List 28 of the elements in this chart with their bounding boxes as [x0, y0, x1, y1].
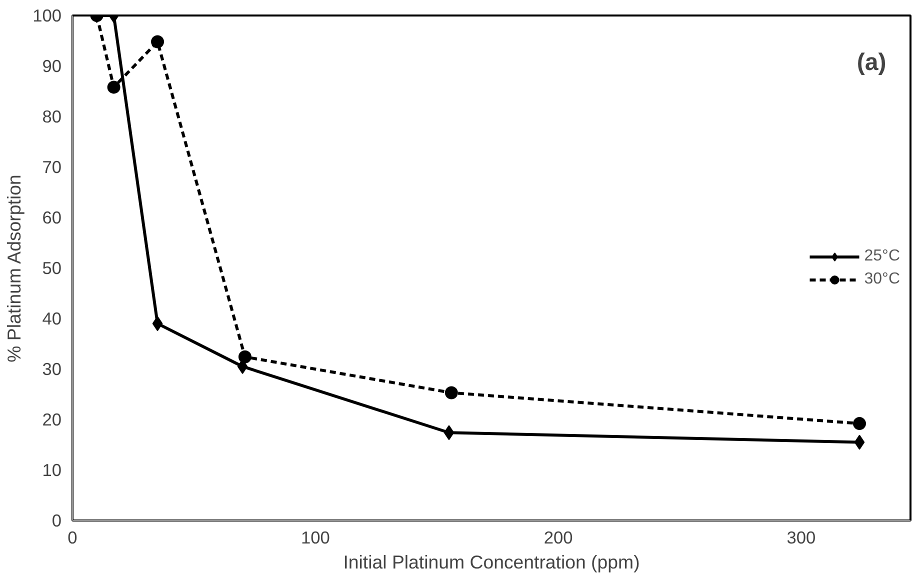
y-tick-label: 100 — [32, 6, 62, 26]
point — [852, 417, 866, 430]
y-tick-label: 20 — [42, 410, 62, 430]
y-tick-label: 30 — [42, 359, 62, 379]
point — [444, 425, 454, 440]
legend-label: 25°C — [864, 247, 900, 265]
y-tick-label: 80 — [42, 106, 62, 126]
point — [151, 35, 164, 48]
y-tick-label: 10 — [42, 460, 62, 480]
x-axis-title: Initial Platinum Concentration (ppm) — [343, 552, 640, 572]
y-tick-label: 50 — [42, 258, 62, 278]
y-tick-label: 90 — [42, 56, 62, 76]
annotation: (a) — [856, 49, 886, 76]
point — [107, 80, 120, 94]
x-tick-label: 100 — [300, 528, 330, 548]
y-axis-title: % Platinum Adsorption — [4, 174, 25, 362]
point — [854, 434, 865, 450]
y-tick-label: 0 — [52, 510, 62, 530]
legend-label: 30°C — [864, 270, 900, 288]
x-tick-label: 300 — [786, 528, 816, 548]
y-tick-label: 60 — [42, 208, 62, 228]
y-tick-label: 40 — [42, 308, 62, 328]
y-tick-label: 70 — [42, 157, 62, 177]
x-tick-label: 200 — [544, 528, 573, 548]
point — [238, 350, 252, 364]
point — [152, 316, 163, 332]
point — [444, 386, 458, 400]
x-tick-label: 0 — [68, 528, 78, 548]
